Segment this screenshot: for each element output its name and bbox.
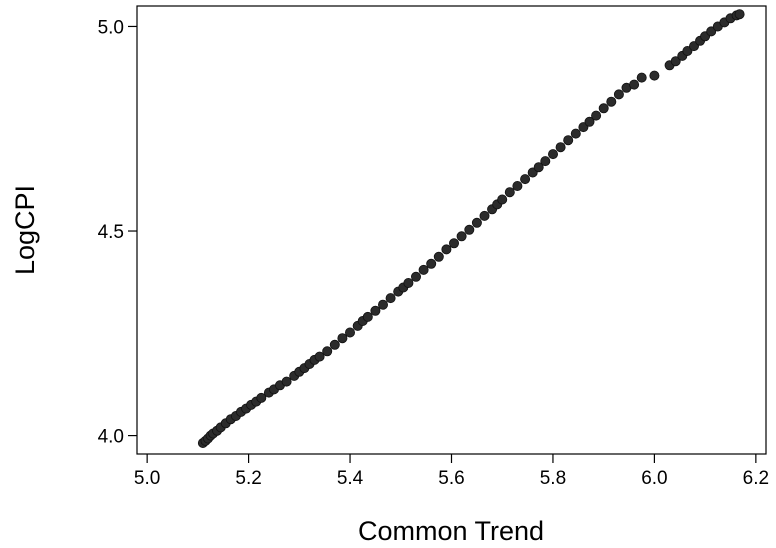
data-point (418, 264, 429, 275)
data-point (377, 299, 388, 310)
data-points (197, 9, 745, 448)
x-tick-label: 6.2 (743, 468, 769, 489)
data-point (540, 156, 551, 167)
data-point (479, 210, 490, 221)
data-point (682, 46, 693, 57)
data-point (344, 327, 355, 338)
data-point (504, 187, 515, 198)
data-point (563, 135, 574, 146)
x-tick-label: 5.2 (235, 468, 261, 489)
data-point (629, 79, 640, 90)
x-tick-label: 5.8 (540, 468, 566, 489)
data-point (441, 244, 452, 255)
x-axis-title: Common Trend (358, 516, 544, 546)
data-point (548, 149, 559, 160)
x-tick-label: 6.0 (641, 468, 667, 489)
data-point (314, 351, 325, 362)
y-tick-label: 4.0 (98, 427, 124, 448)
plot-frame (136, 5, 767, 455)
data-point (734, 9, 745, 20)
data-point (598, 103, 609, 114)
data-point (464, 224, 475, 235)
x-tick-label: 5.0 (134, 468, 160, 489)
data-point (329, 339, 340, 350)
data-point (706, 26, 717, 37)
data-point (370, 305, 381, 316)
x-tick-label: 5.6 (438, 468, 464, 489)
data-point (448, 238, 459, 249)
data-point (337, 333, 348, 344)
axis-ticks (128, 25, 757, 463)
data-point (433, 251, 444, 262)
data-point (555, 142, 566, 153)
data-point (606, 96, 617, 107)
data-point (426, 258, 437, 269)
data-point (636, 72, 647, 83)
data-point (362, 311, 373, 322)
data-point (584, 116, 595, 127)
data-point (497, 194, 508, 205)
data-point (512, 180, 523, 191)
data-point (456, 231, 467, 242)
data-point (520, 174, 531, 185)
data-point (591, 110, 602, 121)
data-point (281, 376, 292, 387)
data-point (533, 162, 544, 173)
data-point (322, 346, 333, 357)
y-tick-label: 4.5 (98, 222, 124, 243)
data-point (403, 277, 414, 288)
y-axis-title: LogCPI (10, 185, 40, 275)
data-point (613, 89, 624, 100)
data-point (410, 271, 421, 282)
axis-tick-labels: 5.0 5.2 5.4 5.6 5.8 6.0 6.2 4.0 4.5 5.0 (98, 17, 769, 489)
x-tick-label: 5.4 (337, 468, 364, 489)
data-point (471, 217, 482, 228)
data-point (570, 128, 581, 139)
data-point (649, 70, 660, 81)
data-point (256, 392, 267, 403)
data-point (385, 293, 396, 304)
y-tick-label: 5.0 (98, 17, 124, 38)
data-point (670, 56, 681, 67)
